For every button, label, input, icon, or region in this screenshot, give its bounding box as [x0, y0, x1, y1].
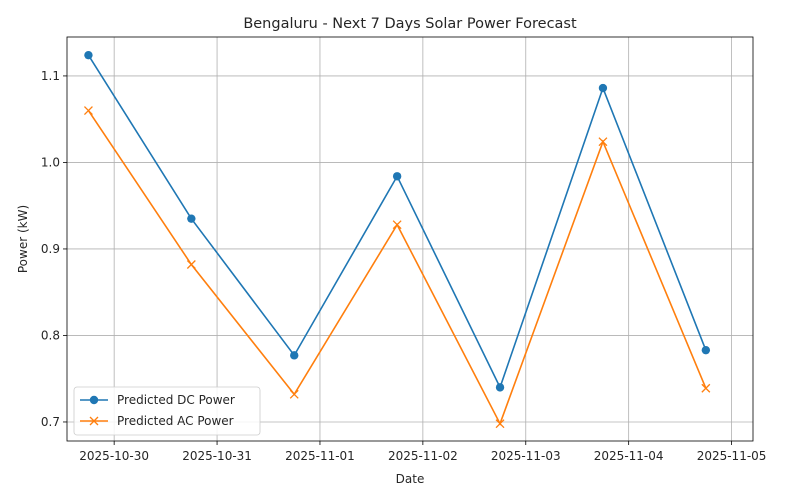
y-ticks: 0.7 0.8 0.9 1.0 1.1 — [41, 69, 67, 429]
x-tick-label: 2025-10-30 — [79, 449, 149, 463]
legend-label-predicted-ac-power: Predicted AC Power — [117, 414, 234, 428]
legend: Predicted DC Power Predicted AC Power — [73, 386, 261, 436]
predicted-dc-power-point — [701, 345, 711, 355]
legend-marker-predicted-ac-power — [89, 416, 99, 426]
x-tick-label: 2025-11-05 — [697, 449, 767, 463]
y-axis-label: Power (kW) — [16, 205, 30, 273]
predicted-dc-power-point — [187, 214, 196, 223]
predicted-ac-power-point — [392, 220, 402, 230]
y-tick-label: 1.0 — [41, 155, 60, 169]
legend-label-predicted-dc-power: Predicted DC Power — [117, 393, 235, 407]
grid — [67, 37, 753, 441]
x-ticks: 2025-10-30 2025-10-31 2025-11-01 2025-11-02… — [79, 441, 766, 463]
chart-title: Bengaluru - Next 7 Days Solar Power Fore… — [243, 16, 577, 32]
predicted-dc-power-point — [495, 383, 505, 392]
predicted-ac-power-point — [186, 260, 196, 269]
x-tick-label: 2025-11-02 — [388, 449, 458, 463]
x-tick-label: 2025-11-01 — [285, 449, 355, 463]
predicted-dc-power-point — [290, 351, 299, 360]
predicted-dc-power-point — [392, 172, 402, 181]
y-tick-label: 0.7 — [41, 415, 60, 429]
series-layer — [83, 50, 711, 429]
y-tick-label: 0.8 — [41, 328, 60, 342]
x-tick-label: 2025-11-04 — [594, 449, 664, 463]
y-tick-label: 0.9 — [41, 242, 60, 256]
legend-box — [73, 386, 261, 436]
predicted-ac-power-point — [701, 383, 711, 393]
plot-frame — [66, 36, 754, 442]
predicted-ac-power-point — [495, 419, 505, 429]
predicted-ac-power-point — [598, 137, 608, 147]
x-tick-label: 2025-10-31 — [182, 449, 252, 463]
predicted-ac-power-line — [87, 110, 707, 426]
predicted-dc-power-point — [598, 83, 608, 93]
x-axis-label: Date — [396, 472, 425, 486]
legend-marker-predicted-dc-power — [89, 395, 99, 405]
predicted-dc-power-line — [87, 54, 707, 390]
x-tick-label: 2025-11-03 — [491, 449, 561, 463]
predicted-ac-power-point — [289, 389, 299, 399]
predicted-ac-power-point — [83, 106, 93, 115]
y-tick-label: 1.1 — [41, 69, 60, 83]
predicted-dc-power-point — [84, 50, 93, 60]
